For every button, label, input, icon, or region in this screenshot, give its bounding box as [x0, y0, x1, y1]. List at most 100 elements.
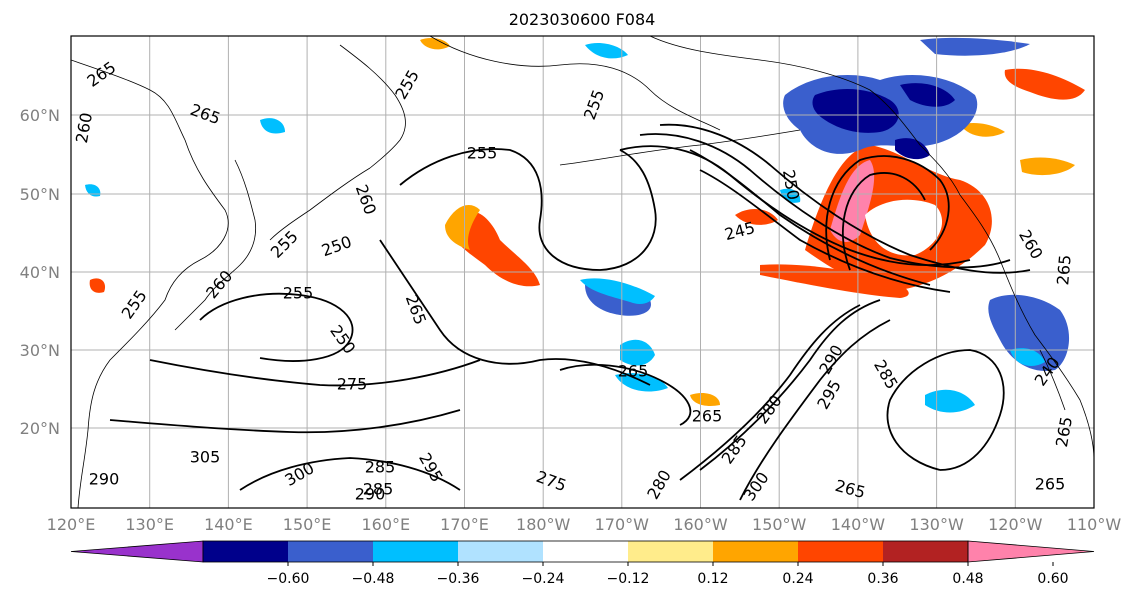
latitude-labels: 60°N 50°N 40°N 30°N 20°N: [20, 106, 60, 438]
colorbar-tick-label: −0.60: [267, 571, 310, 587]
shading-warm-small-3: [960, 122, 1005, 137]
contour-275-west: [149, 359, 481, 387]
contour-jet-4: [689, 149, 931, 286]
lon-label: 170°E: [440, 515, 489, 534]
coast-bering: [429, 36, 721, 131]
lat-label: 50°N: [20, 185, 60, 204]
shading-warm-east-band: [760, 264, 909, 298]
contour-label: 265: [1035, 475, 1066, 494]
contour-300-sw: [239, 457, 461, 491]
colorbar-bin: [713, 541, 798, 562]
graticule: [71, 36, 1094, 508]
contour-label: 285: [363, 480, 394, 499]
contour-300-se: [739, 319, 891, 501]
contour-255-west: [399, 148, 657, 271]
shading-warm-west-jet: [449, 210, 540, 287]
coast-kuril: [269, 167, 371, 241]
shading-cold-mid-light: [580, 278, 655, 304]
shading-cold-east-tip: [925, 389, 975, 413]
lon-label: 140°W: [831, 515, 886, 534]
contour-jet-3: [659, 123, 1031, 274]
colorbar-tick-label: 0.36: [867, 571, 898, 587]
lat-label: 40°N: [20, 263, 60, 282]
colorbar-tick-label: 0.60: [1037, 571, 1068, 587]
coast-baja: [1039, 349, 1066, 411]
lon-label: 150°E: [283, 515, 332, 534]
shading-warm-pnw: [1020, 157, 1075, 176]
coast-japan: [174, 159, 257, 331]
contour-label: 305: [190, 448, 221, 467]
contour-gulf-low-2: [842, 172, 926, 271]
coast-north-america: [959, 194, 1094, 461]
coastlines: [71, 36, 1094, 508]
shading-cold-alaska-dark-2: [900, 83, 955, 107]
shading-cold-small-3: [85, 184, 101, 197]
contour-west-low: [199, 292, 354, 362]
contour-label: 265: [618, 362, 649, 381]
contour-jet-5: [699, 169, 951, 293]
contour-280-se: [679, 304, 861, 481]
map-frame: [70, 35, 1095, 509]
colorbar-tick-label: −0.12: [607, 571, 650, 587]
lon-label: 150°W: [752, 515, 807, 534]
lon-label: 180°W: [516, 515, 571, 534]
shading-warm-small-2: [735, 208, 778, 225]
contour-label: 290: [89, 470, 120, 489]
shading-warm-small-5: [690, 393, 720, 406]
lat-label: 20°N: [20, 419, 60, 438]
lat-label: 60°N: [20, 106, 60, 125]
contour-265-south: [559, 363, 692, 426]
lon-label: 130°E: [125, 515, 174, 534]
contour-label: 265: [692, 407, 723, 426]
shading-cold-sw-coast-light: [1010, 348, 1045, 366]
colorbar-bin: [798, 541, 883, 562]
contour-label: 285: [365, 458, 396, 477]
coast-aleutians: [559, 129, 801, 166]
shading-cold-north-strip: [920, 37, 1030, 56]
lon-label: 160°E: [361, 515, 410, 534]
shading-warm-small-1: [420, 38, 450, 50]
shading-cold-alaska-dark: [812, 88, 899, 133]
colorbar-bin: [628, 541, 713, 562]
lat-label: 30°N: [20, 341, 60, 360]
colorbar-extend-high: [967, 540, 1095, 563]
contour-285-west: [109, 409, 461, 434]
shading-cold-sw-coast: [988, 294, 1070, 371]
coast-alaska: [649, 36, 961, 196]
contour-label: 265: [1053, 254, 1075, 286]
lon-label: 140°E: [204, 515, 253, 534]
shading-warm-west-jet-edge: [445, 205, 480, 250]
colorbar-bin: [203, 541, 288, 562]
shading-warm-small-4: [89, 278, 106, 293]
figure-title: 2023030600 F084: [509, 10, 656, 29]
lon-label: 120°E: [47, 515, 96, 534]
lon-label: 130°W: [909, 515, 964, 534]
colorbar-bin: [288, 541, 373, 562]
shading-cold-south: [620, 339, 655, 366]
coast-asia-east: [71, 59, 229, 508]
colorbar-tick-label: −0.48: [352, 571, 395, 587]
contour-290-se: [699, 299, 881, 471]
lon-label: 110°W: [1067, 515, 1122, 534]
shading-warm-ak: [1004, 68, 1085, 100]
contour-high-east: [886, 349, 1005, 471]
colorbar-extend-low: [70, 540, 204, 563]
colorbar-tick-label: 0.24: [782, 571, 813, 587]
lon-label: 120°W: [988, 515, 1043, 534]
contour-label: 255: [467, 144, 498, 163]
contour-label: 275: [337, 375, 368, 394]
shading-cold-bc: [895, 138, 930, 160]
contour-gulf-low: [825, 155, 950, 261]
colorbar-tick-label: 0.12: [697, 571, 728, 587]
colorbar-bin: [373, 541, 458, 562]
contour-label: 290: [355, 485, 386, 504]
contour-jet-1: [619, 145, 971, 267]
longitude-labels: 120°E 130°E 140°E 150°E 160°E 170°E 180°W 170°W…: [47, 515, 1122, 534]
colorbar-bin: [458, 541, 543, 562]
colorbar-bin: [543, 541, 628, 562]
map-content: [71, 36, 1094, 508]
shading-cold-kamchatka: [585, 43, 628, 59]
